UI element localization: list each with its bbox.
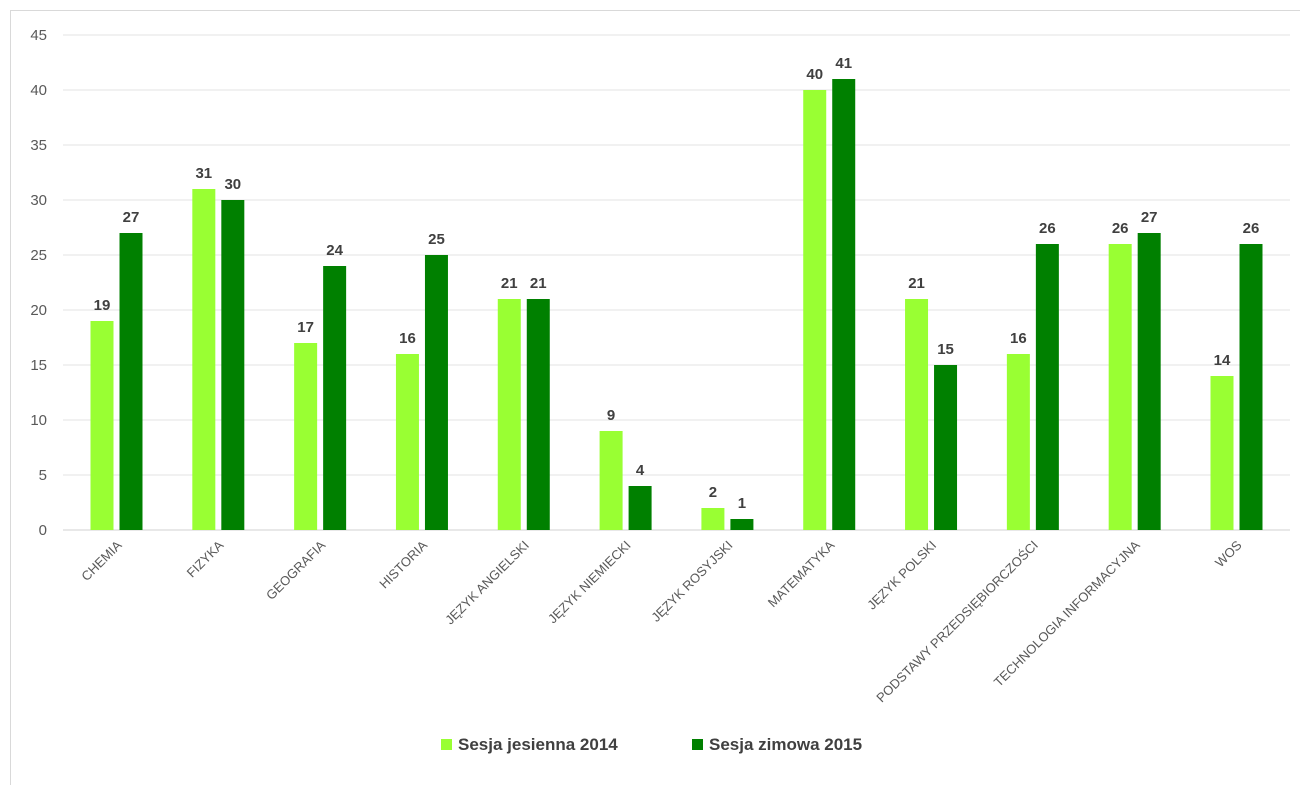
legend-swatch (692, 739, 703, 750)
data-label: 31 (195, 165, 212, 182)
y-tick-label: 35 (30, 137, 47, 154)
data-label: 24 (326, 242, 343, 259)
bar-sesja-zimowa-2015 (424, 255, 448, 530)
x-category-label: JĘZYK POLSKI (864, 538, 939, 613)
x-category-label: JĘZYK ANGIELSKI (442, 538, 532, 628)
data-label: 21 (530, 275, 547, 292)
data-label: 9 (607, 407, 615, 424)
x-axis-categories: CHEMIA FIZYKA GEOGRAFIA HISTORIA JĘZYK ANGIE… (78, 537, 1245, 705)
y-tick-label: 30 (30, 192, 47, 209)
bar-sesja-jesienna-2014 (803, 90, 827, 530)
bar-sesja-zimowa-2015 (730, 519, 754, 530)
bar-sesja-jesienna-2014 (905, 299, 929, 530)
chart-frame (10, 10, 1300, 785)
y-tick-label: 45 (30, 27, 47, 44)
y-tick-label: 0 (39, 522, 47, 539)
bar-sesja-zimowa-2015 (832, 79, 856, 530)
legend-label: Sesja zimowa 2015 (709, 735, 862, 754)
y-tick-label: 10 (30, 412, 47, 429)
legend-label: Sesja jesienna 2014 (458, 735, 618, 754)
x-category-label: PODSTAWY PRZEDSIĘBIORCZOŚCI (873, 538, 1041, 706)
bar-sesja-jesienna-2014 (1006, 354, 1030, 530)
data-label: 1 (738, 495, 746, 512)
data-label: 30 (224, 176, 241, 193)
data-label: 27 (123, 209, 140, 226)
data-label: 26 (1243, 220, 1260, 237)
data-label: 4 (636, 462, 645, 479)
y-tick-label: 40 (30, 82, 47, 99)
y-axis-ticks: 0 5 10 15 20 25 30 35 40 45 (30, 27, 47, 539)
legend: Sesja jesienna 2014 Sesja zimowa 2015 (441, 735, 862, 754)
bar-sesja-zimowa-2015 (1035, 244, 1059, 530)
bar-sesja-jesienna-2014 (90, 321, 114, 530)
bar-sesja-zimowa-2015 (526, 299, 550, 530)
bar-sesja-zimowa-2015 (221, 200, 245, 530)
data-label: 26 (1112, 220, 1129, 237)
data-label: 17 (297, 319, 314, 336)
bar-sesja-zimowa-2015 (934, 365, 958, 530)
bar-sesja-jesienna-2014 (294, 343, 318, 530)
x-category-label: JĘZYK NIEMIECKI (545, 538, 634, 627)
bar-sesja-jesienna-2014 (1108, 244, 1132, 530)
data-label: 40 (806, 66, 823, 83)
gridlines (63, 34, 1290, 531)
bar-sesja-jesienna-2014 (192, 189, 216, 530)
x-category-label: HISTORIA (376, 537, 430, 591)
x-category-label: WOS (1212, 537, 1245, 570)
bar-sesja-zimowa-2015 (628, 486, 652, 530)
x-category-label: CHEMIA (78, 537, 125, 584)
data-label: 21 (501, 275, 518, 292)
data-label: 21 (908, 275, 925, 292)
data-label: 2 (709, 484, 717, 501)
data-label: 15 (937, 341, 954, 358)
data-label: 41 (835, 55, 852, 72)
x-category-label: MATEMATYKA (765, 537, 838, 610)
x-category-label: GEOGRAFIA (263, 537, 328, 602)
y-tick-label: 15 (30, 357, 47, 374)
bar-sesja-jesienna-2014 (395, 354, 419, 530)
bar-sesja-zimowa-2015 (119, 233, 143, 530)
bar-sesja-jesienna-2014 (497, 299, 521, 530)
bar-sesja-jesienna-2014 (701, 508, 725, 530)
data-label: 16 (1010, 330, 1027, 347)
x-category-label: JĘZYK ROSYJSKI (648, 538, 735, 625)
bar-sesja-jesienna-2014 (599, 431, 623, 530)
data-label: 16 (399, 330, 416, 347)
data-label: 14 (1214, 352, 1231, 369)
bar-sesja-zimowa-2015 (323, 266, 347, 530)
bar-sesja-zimowa-2015 (1137, 233, 1161, 530)
y-tick-label: 20 (30, 302, 47, 319)
x-category-label: FIZYKA (184, 537, 227, 580)
data-label: 26 (1039, 220, 1056, 237)
data-label: 19 (94, 297, 111, 314)
data-label: 25 (428, 231, 445, 248)
bar-sesja-jesienna-2014 (1210, 376, 1234, 530)
bar-sesja-zimowa-2015 (1239, 244, 1263, 530)
bars (90, 79, 1263, 530)
data-labels: 1931171621924021162614273024252141411526… (94, 55, 1260, 512)
y-tick-label: 5 (39, 467, 47, 484)
data-label: 27 (1141, 209, 1158, 226)
y-tick-label: 25 (30, 247, 47, 264)
legend-swatch (441, 739, 452, 750)
